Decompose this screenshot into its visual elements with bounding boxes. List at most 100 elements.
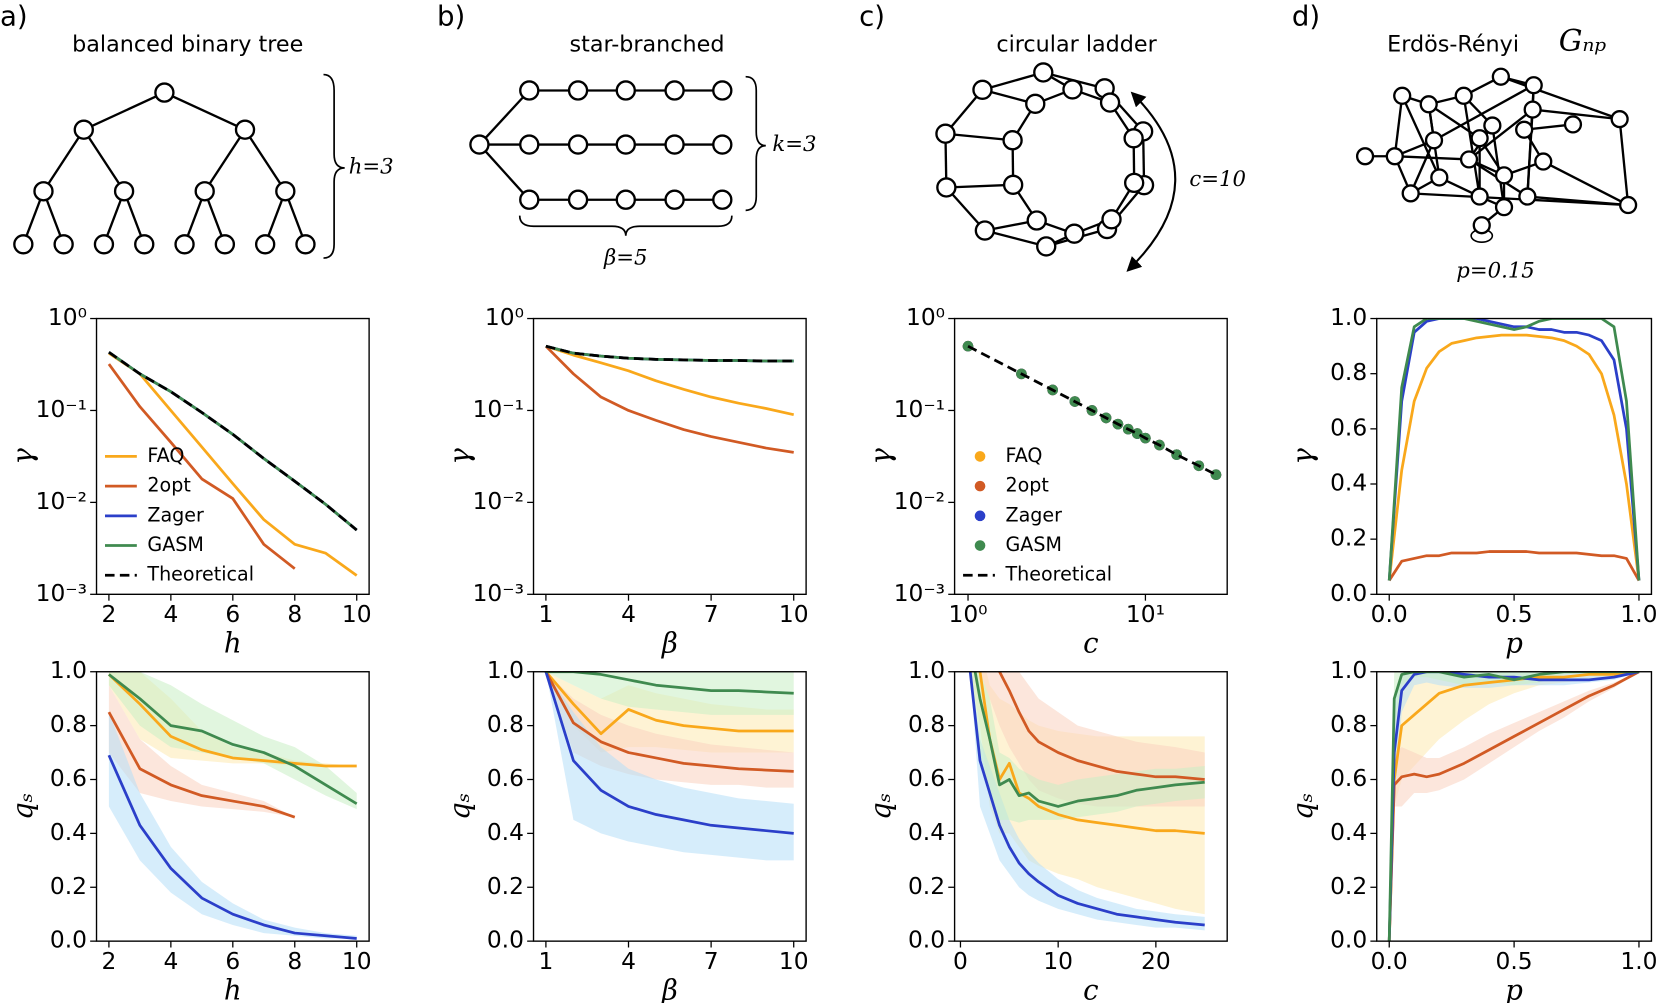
y-tick-label: 0.0 [487,926,524,954]
line [1387,671,1640,942]
x-tick-label: 10 [779,600,809,628]
graph-edge [1409,139,1436,194]
graph-node [615,80,636,101]
x-axis-label: p [1505,627,1523,660]
error-band [108,671,357,810]
panel-title: circular ladder [996,31,1157,57]
y-tick-label: 0.8 [50,710,87,738]
line [1387,318,1641,581]
y-axis-label: qₛ [443,793,476,820]
plot-area [544,671,794,861]
graph-node [1393,86,1412,105]
x-tick-label: 7 [704,947,719,975]
error-band [1389,671,1639,942]
x-tick-label: 2 [101,600,116,628]
y-axis-label: γ [6,448,39,465]
graph-edge [1527,195,1629,207]
graph-edge [163,91,246,131]
graph-node [1534,152,1553,171]
cycle-arrow [1126,91,1177,272]
x-tick-label: 10 [779,947,809,975]
x-tick-label: 0.0 [1371,600,1408,628]
graph-edge [244,129,287,192]
graph-edge [1433,84,1535,142]
graph-node [1430,168,1449,187]
graph-edge [984,229,1047,248]
y-tick-label: 0.0 [1330,579,1367,607]
chart: 10⁰ 10¹ 10⁰ 10⁻¹ 10⁻² 10⁻³ c γ FAQ 2opt Zager GASM T… [864,303,1228,660]
graph-node [214,234,236,255]
x-tick-label: 4 [163,947,178,975]
y-tick-label: 0.4 [1330,818,1367,846]
line [544,671,794,773]
x-tick-label: 2 [101,947,116,975]
x-tick-label: 0 [953,947,968,975]
x-tick-label: 6 [225,947,240,975]
graph-node [1401,184,1420,203]
graph-node [234,119,256,140]
error-band [108,685,295,818]
x-axis-label: h [224,627,242,660]
y-tick-label: 0.8 [1330,358,1367,386]
graph-node [974,220,996,241]
x-tick-label: 1 [538,947,553,975]
graph-node [519,80,540,101]
x-tick-label: 1.0 [1620,600,1657,628]
graph-node [194,181,215,202]
y-tick-label: 10⁻² [894,487,945,515]
graph-edge [1500,75,1621,121]
line [1387,671,1639,942]
chart: 0.0 0.5 1.0 0.0 0.2 0.4 0.6 0.8 1.0 p qₛ [1286,656,1657,1003]
graph-node [567,80,589,101]
graph-edge [1401,95,1441,178]
x-tick-label: 4 [621,947,636,975]
graph-node [1524,76,1543,95]
graph-node [1618,195,1638,215]
y-axis-label: γ [864,448,897,465]
graph-node [1355,147,1375,166]
line [1387,318,1641,581]
line [107,754,357,940]
dashed-line [967,344,1217,476]
y-tick-label: 10⁻¹ [894,395,945,423]
graph-edge [478,89,531,146]
y-axis-label: γ [1286,448,1319,465]
panel-title: star-branched [570,31,725,57]
graph-edge [982,71,1044,91]
y-axis-label: γ [443,448,476,465]
graph-node [1123,128,1144,149]
x-tick-label: 10⁰ [949,600,988,628]
graph-node [972,79,993,100]
y-tick-label: 10⁻¹ [473,395,524,423]
y-tick-label: 10⁻³ [36,579,87,607]
graph-node [1454,86,1473,105]
x-tick-label: 7 [704,600,719,628]
graph-node [275,181,296,202]
x-tick-label: 0.5 [1496,947,1533,975]
graph-node [73,119,94,140]
graph-node [567,189,589,210]
x-tick-label: 6 [225,600,240,628]
graph-edge [1532,108,1620,121]
x-tick-label: 10¹ [1126,600,1165,628]
graph-node [1101,209,1122,230]
graph-node [1491,67,1510,86]
x-tick-label: 1.0 [1620,947,1657,975]
y-tick-label: 10⁰ [485,303,524,331]
graph-node [1515,120,1534,139]
graph-edge [1428,103,1481,140]
y-tick-label: 1.0 [1330,656,1367,684]
x-tick-label: 4 [621,600,636,628]
brace [745,75,766,212]
graph-node [1494,166,1514,185]
x-tick-label: 0.5 [1496,600,1533,628]
scatter-point [1171,449,1182,461]
y-tick-label: 0.4 [50,818,87,846]
plot-area [107,671,358,940]
graph-node [664,189,685,210]
graph-node [1523,100,1542,119]
graph-edge [1618,119,1630,206]
axes-frame [532,671,807,942]
panel-label: a) [0,0,28,32]
graph-node [615,134,636,155]
